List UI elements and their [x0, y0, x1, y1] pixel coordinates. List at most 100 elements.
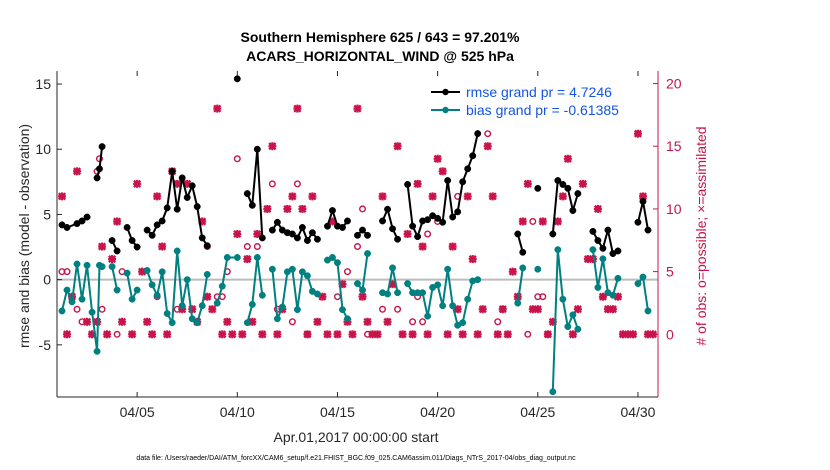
y-tick-label: 5	[43, 206, 51, 222]
bias-point	[78, 295, 86, 303]
bias-point	[589, 246, 597, 254]
bias-point	[549, 388, 557, 396]
rmse-point	[604, 226, 612, 234]
y-tick-label: 0	[43, 272, 51, 288]
bias-point	[183, 276, 191, 284]
bias-point	[143, 267, 151, 274]
rmse-point	[439, 218, 447, 226]
obs-assimilated-marker	[113, 217, 122, 226]
bias-point	[98, 263, 106, 271]
rmse-point	[163, 204, 171, 212]
rmse-point	[273, 218, 281, 226]
rmse-point	[329, 207, 336, 214]
obs-assimilated-marker	[493, 330, 502, 339]
rmse-point	[599, 244, 607, 252]
obs-assimilated-marker	[428, 192, 437, 201]
obs-possible-marker	[499, 305, 507, 313]
rmse-point	[268, 226, 276, 234]
chart-title: Southern Hemisphere 625 / 643 = 97.201%	[241, 29, 521, 45]
x-tick-label: 04/15	[320, 404, 355, 420]
obs-assimilated-marker	[268, 142, 277, 151]
y-tick-label: 10	[35, 141, 51, 157]
rmse-point	[469, 152, 477, 160]
bias-point	[599, 255, 607, 263]
obs-possible-marker	[98, 305, 106, 313]
rmse-point	[313, 235, 321, 243]
obs-assimilated-marker	[223, 317, 232, 326]
bias-point	[439, 302, 447, 310]
rmse-point	[243, 190, 251, 198]
rmse-point	[559, 180, 567, 188]
bias-point	[344, 315, 351, 323]
bias-point	[459, 319, 467, 327]
rmse-point	[128, 237, 136, 244]
obs-assimilated-marker	[72, 167, 82, 176]
rmse-point	[298, 224, 306, 231]
rmse-point	[193, 203, 201, 211]
rmse-point	[364, 231, 371, 239]
rmse-point	[248, 201, 256, 209]
obs-assimilated-marker	[418, 242, 427, 251]
obs-possible-marker	[253, 243, 261, 251]
obs-assimilated-marker	[298, 204, 307, 213]
rmse-point	[644, 226, 652, 234]
bias-point	[514, 299, 522, 307]
rmse-point	[409, 222, 417, 230]
rmse-point	[188, 182, 196, 190]
bias-point	[449, 302, 457, 310]
obs-assimilated-marker	[593, 204, 602, 213]
obs-assimilated-marker	[633, 129, 643, 138]
legend-bias-marker	[442, 106, 449, 114]
bias-point	[148, 281, 156, 289]
obs-possible-marker	[484, 130, 492, 138]
y2-tick-label: 15	[666, 138, 682, 154]
bias-point	[574, 325, 582, 333]
obs-assimilated-marker	[473, 330, 482, 339]
bias-point	[644, 307, 652, 315]
obs-assimilated-marker	[423, 330, 432, 339]
bias-point	[329, 254, 336, 261]
rmse-point	[594, 237, 602, 244]
rmse-point	[233, 75, 241, 83]
obs-assimilated-marker	[153, 192, 162, 201]
obs-assimilated-marker	[208, 305, 217, 314]
y2-tick-label: 5	[666, 264, 674, 280]
obs-assimilated-marker	[363, 317, 372, 326]
rmse-point	[459, 178, 467, 186]
rmse-point	[178, 174, 186, 182]
rmse-point	[143, 226, 151, 234]
bias-point	[444, 265, 452, 273]
rmse-point	[93, 174, 101, 182]
rmse-point	[414, 233, 422, 241]
obs-assimilated-marker	[62, 330, 72, 339]
rmse-point	[379, 217, 386, 225]
obs-assimilated-marker	[103, 330, 112, 339]
obs-assimilated-marker	[523, 179, 532, 188]
obs-assimilated-marker	[503, 330, 512, 339]
bias-point	[569, 311, 577, 319]
rmse-point	[308, 229, 316, 237]
obs-assimilated-marker	[83, 317, 92, 326]
rmse-point	[324, 222, 331, 230]
obs-possible-marker	[343, 268, 351, 276]
rmse-point	[153, 221, 161, 229]
obs-assimilated-marker	[323, 330, 332, 339]
rmse-point	[303, 237, 311, 244]
bias-point	[73, 260, 81, 268]
obs-possible-marker	[233, 155, 241, 163]
rmse-point	[434, 214, 442, 222]
bias-point	[609, 291, 617, 299]
obs-assimilated-marker	[213, 104, 222, 113]
obs-assimilated-marker	[578, 179, 587, 188]
bias-point	[168, 319, 176, 327]
rmse-point	[514, 230, 522, 238]
bias-point	[419, 289, 427, 297]
obs-assimilated-marker	[508, 267, 517, 276]
obs-assimilated-marker	[478, 305, 487, 314]
bias-point	[133, 286, 141, 294]
obs-assimilated-marker	[398, 330, 407, 339]
bias-point	[303, 272, 311, 280]
rmse-point	[639, 197, 647, 205]
obs-possible-marker	[303, 330, 311, 338]
bias-point	[614, 274, 622, 282]
